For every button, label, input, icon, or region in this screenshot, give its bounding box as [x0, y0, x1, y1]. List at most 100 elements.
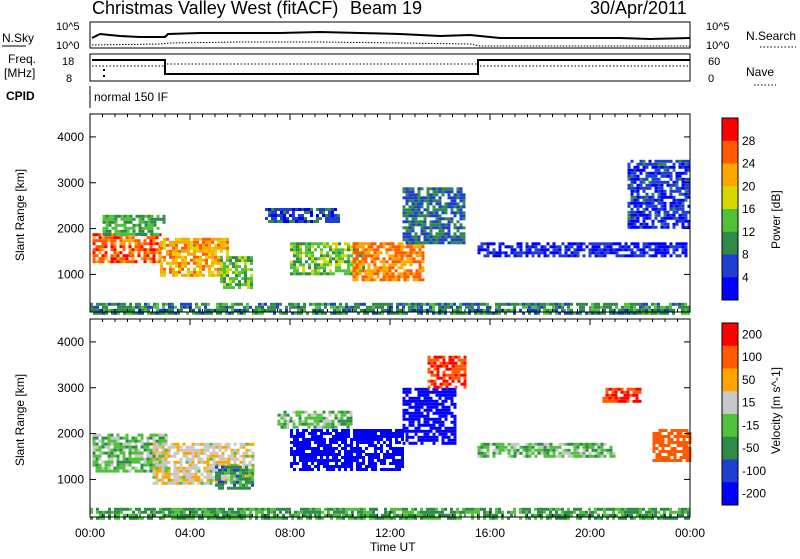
power-echo-cell	[481, 248, 484, 251]
velocity-echo-cell	[111, 440, 114, 443]
power-echo-cell	[204, 303, 207, 306]
power-echo-cell	[211, 241, 214, 244]
velocity-echo-cell	[368, 429, 371, 432]
power-echo-cell	[637, 242, 640, 245]
velocity-echo-cell	[431, 359, 434, 362]
power-echo-cell	[187, 268, 190, 271]
power-echo-cell	[292, 211, 295, 214]
velocity-echo-cell	[150, 437, 153, 440]
velocity-echo-cell	[315, 508, 318, 511]
power-echo-cell	[403, 232, 406, 235]
power-echo-cell	[368, 272, 371, 275]
velocity-echo-cell	[308, 414, 311, 417]
power-echo-cell	[202, 238, 205, 241]
velocity-echo-cell	[117, 461, 120, 464]
power-echo-cell	[577, 242, 580, 245]
power-echo-cell	[685, 220, 688, 223]
velocity-echo-cell	[464, 371, 467, 374]
velocity-echo-cell	[430, 397, 433, 400]
power-echo-cell	[447, 306, 450, 309]
velocity-echo-cell	[153, 434, 156, 437]
velocity-echo-cell	[233, 481, 236, 484]
power-echo-cell	[412, 220, 415, 223]
power-echo-cell	[570, 303, 573, 306]
power-echo-cell	[445, 223, 448, 226]
power-echo-cell	[362, 278, 365, 281]
power-echo-cell	[371, 245, 374, 248]
power-echo-cell	[142, 233, 145, 236]
power-echo-cell	[99, 309, 102, 312]
power-echo-cell	[643, 160, 646, 163]
velocity-echo-cell	[680, 441, 683, 444]
power-echo-cell	[412, 223, 415, 226]
power-echo-cell	[141, 242, 144, 245]
velocity-echo-cell	[261, 514, 264, 517]
velocity-echo-cell	[562, 452, 565, 455]
power-echo-cell	[329, 263, 332, 266]
velocity-echo-cell	[299, 456, 302, 459]
velocity-echo-cell	[517, 449, 520, 452]
velocity-echo-cell	[293, 426, 296, 429]
velocity-echo-cell	[668, 438, 671, 441]
power-echo-cell	[178, 268, 181, 271]
velocity-echo-cell	[168, 511, 171, 514]
power-echo-cell	[114, 242, 117, 245]
power-echo-cell	[350, 254, 353, 257]
power-echo-cell	[258, 303, 261, 306]
power-echo-cell	[442, 229, 445, 232]
velocity-echo-cell	[147, 452, 150, 455]
power-echo-cell	[121, 218, 124, 221]
velocity-echo-cell	[233, 487, 236, 490]
power-echo-cell	[567, 309, 570, 312]
power-echo-cell	[454, 193, 457, 196]
velocity-echo-cell	[359, 450, 362, 453]
power-echo-cell	[96, 233, 99, 236]
velocity-echo-cell	[147, 446, 150, 449]
velocity-echo-cell	[201, 452, 204, 455]
velocity-echo-cell	[455, 365, 458, 368]
velocity-echo-cell	[183, 452, 186, 455]
velocity-echo-cell	[565, 449, 568, 452]
power-echo-cell	[383, 245, 386, 248]
power-echo-cell	[292, 217, 295, 220]
power-echo-cell	[175, 271, 178, 274]
power-echo-cell	[415, 202, 418, 205]
velocity-echo-cell	[96, 467, 99, 470]
power-echo-cell	[126, 239, 129, 242]
power-echo-cell	[450, 303, 453, 306]
velocity-echo-cell	[308, 444, 311, 447]
power-echo-cell	[403, 211, 406, 214]
power-echo-cell	[328, 211, 331, 214]
velocity-echo-cell	[368, 432, 371, 435]
velocity-echo-cell	[577, 443, 580, 446]
velocity-echo-cell	[514, 452, 517, 455]
velocity-echo-cell	[162, 461, 165, 464]
velocity-echo-cell	[96, 511, 99, 514]
velocity-echo-cell	[541, 446, 544, 449]
power-echo-cell	[649, 205, 652, 208]
power-echo-cell	[354, 309, 357, 312]
velocity-echo-cell	[162, 446, 165, 449]
velocity-echo-cell	[323, 432, 326, 435]
velocity-echo-cell	[308, 447, 311, 450]
power-echo-cell	[427, 205, 430, 208]
velocity-echo-cell	[342, 514, 345, 517]
power-echo-cell	[117, 257, 120, 260]
velocity-echo-cell	[123, 455, 126, 458]
power-echo-cell	[433, 190, 436, 193]
power-echo-cell	[634, 190, 637, 193]
power-echo-cell	[296, 245, 299, 248]
velocity-echo-cell	[415, 433, 418, 436]
velocity-echo-cell	[454, 391, 457, 394]
power-echo-cell	[211, 259, 214, 262]
power-echo-cell	[135, 245, 138, 248]
power-echo-cell	[243, 309, 246, 312]
velocity-echo-cell	[452, 356, 455, 359]
power-echo-cell	[534, 306, 537, 309]
power-echo-cell	[299, 251, 302, 254]
velocity-echo-cell	[278, 423, 281, 426]
power-echo-cell	[685, 211, 688, 214]
power-echo-cell	[169, 241, 172, 244]
velocity-echo-cell	[415, 415, 418, 418]
velocity-echo-cell	[502, 449, 505, 452]
